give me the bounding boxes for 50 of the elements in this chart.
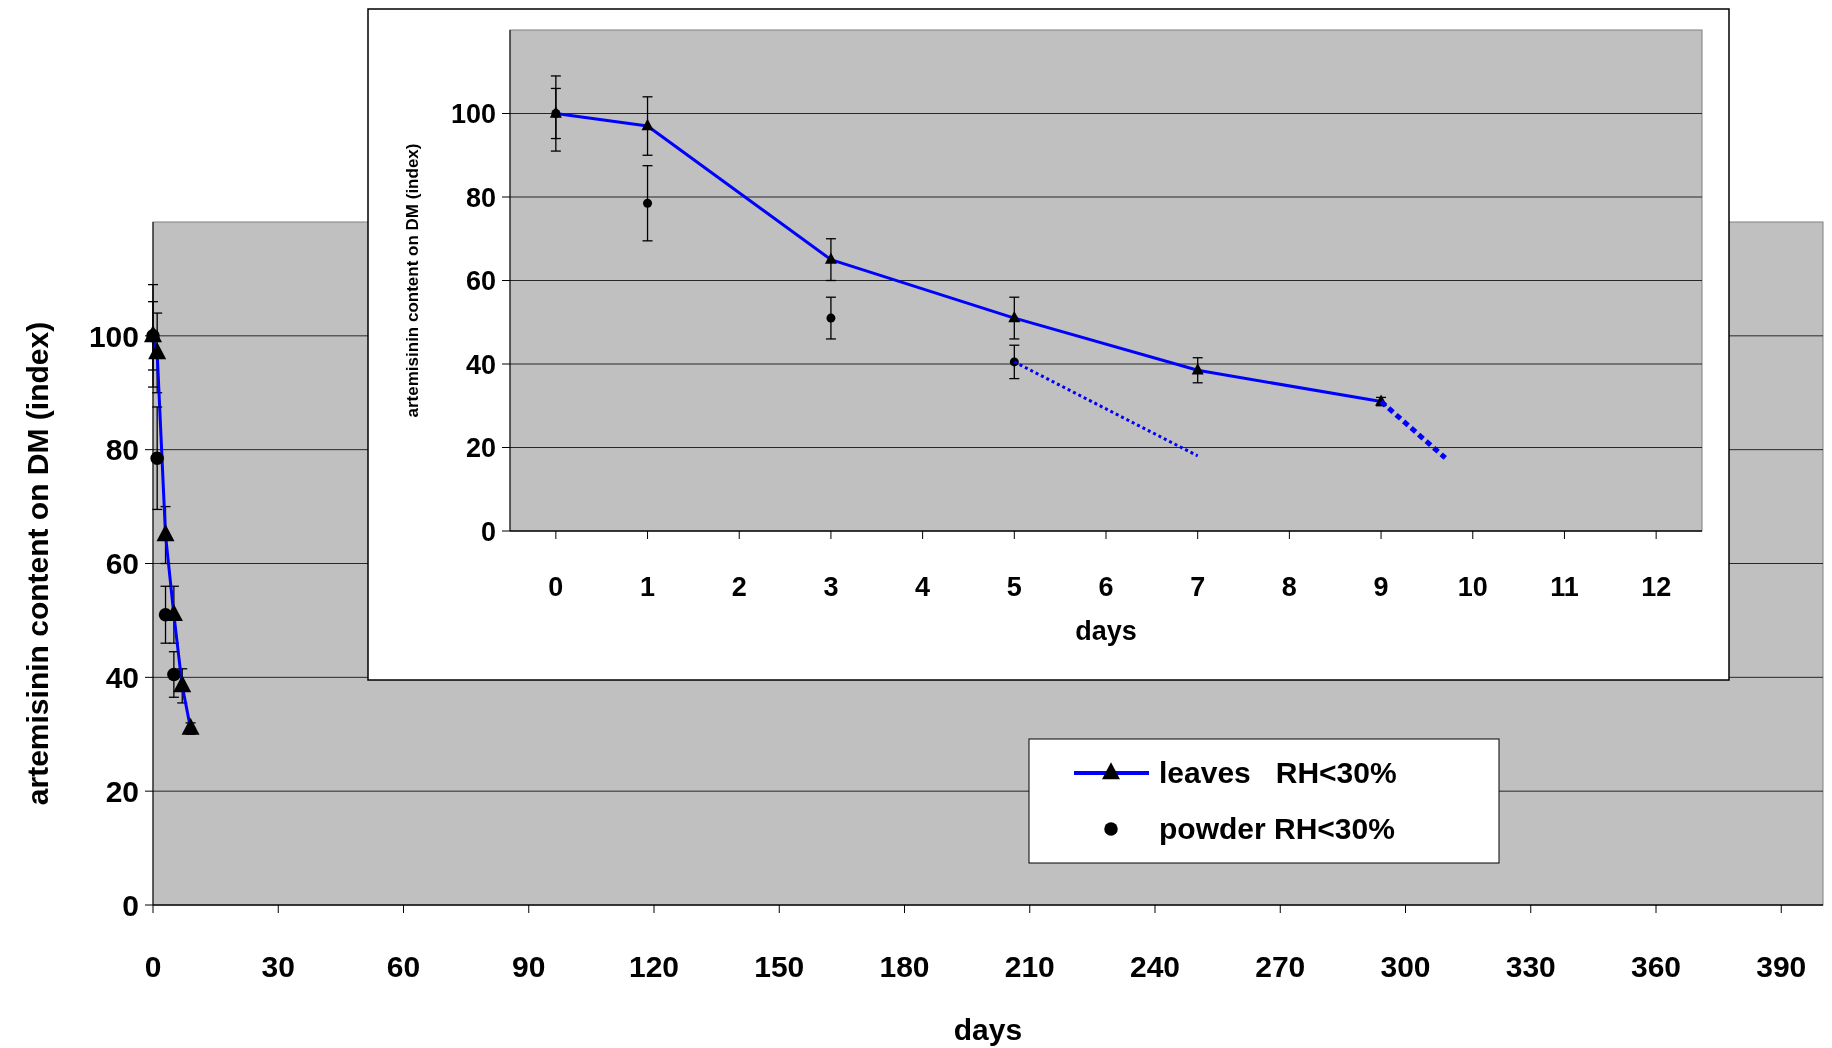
x-tick-label: 10 bbox=[1457, 572, 1488, 602]
y-tick-label: 100 bbox=[88, 319, 139, 353]
x-tick-label: 390 bbox=[1756, 950, 1807, 983]
y-tick-label: 60 bbox=[105, 547, 139, 581]
x-tick-label: 270 bbox=[1255, 950, 1306, 983]
x-tick-label: 360 bbox=[1630, 950, 1682, 983]
point bbox=[643, 198, 653, 208]
x-tick-label: 30 bbox=[261, 950, 295, 983]
y-tick-label: 40 bbox=[465, 349, 496, 380]
point bbox=[158, 607, 173, 622]
x-axis-title: days bbox=[953, 1013, 1023, 1046]
y-tick-label: 20 bbox=[465, 433, 496, 464]
point bbox=[826, 313, 836, 323]
x-tick-label: 0 bbox=[144, 950, 162, 983]
x-tick-label: 4 bbox=[915, 572, 931, 602]
x-tick-label: 150 bbox=[754, 950, 805, 983]
x-tick-label: 9 bbox=[1373, 572, 1389, 602]
x-tick-label: 60 bbox=[386, 950, 421, 983]
x-axis-title: days bbox=[1075, 616, 1137, 646]
x-tick-label: 7 bbox=[1190, 572, 1206, 602]
y-tick-label: 40 bbox=[105, 661, 139, 695]
x-tick-label: 3 bbox=[823, 572, 839, 602]
y-tick-label: 100 bbox=[450, 99, 496, 130]
y-tick-label: 20 bbox=[105, 774, 139, 808]
point bbox=[150, 451, 164, 465]
x-tick-label: 210 bbox=[1004, 950, 1055, 983]
x-tick-label: 300 bbox=[1380, 950, 1431, 983]
legend-label: powder RH<30% bbox=[1159, 812, 1395, 845]
y-tick-label: 80 bbox=[105, 433, 139, 467]
legend-label: leaves RH<30% bbox=[1159, 756, 1397, 789]
point bbox=[167, 667, 181, 682]
y-tick-label: 0 bbox=[122, 888, 139, 922]
x-tick-label: 240 bbox=[1129, 950, 1181, 983]
y-tick-label: 0 bbox=[480, 516, 496, 547]
x-tick-label: 5 bbox=[1006, 572, 1022, 602]
x-tick-label: 180 bbox=[879, 950, 930, 983]
x-tick-label: 12 bbox=[1641, 572, 1672, 602]
x-tick-label: 90 bbox=[512, 950, 546, 983]
y-tick-label: 80 bbox=[465, 182, 496, 213]
x-tick-label: 11 bbox=[1550, 572, 1579, 602]
y-tick-label: 60 bbox=[465, 266, 496, 297]
x-tick-label: 8 bbox=[1281, 572, 1297, 602]
x-tick-label: 330 bbox=[1505, 950, 1556, 983]
x-tick-label: 0 bbox=[548, 572, 564, 602]
x-tick-label: 2 bbox=[731, 572, 747, 602]
x-tick-label: 1 bbox=[640, 572, 656, 602]
x-tick-label: 120 bbox=[628, 950, 680, 983]
y-axis-title: artemisinin content on DM (index) bbox=[21, 321, 54, 806]
x-tick-label: 6 bbox=[1098, 572, 1114, 602]
y-axis-title: artemisinin content on DM (index) bbox=[403, 143, 422, 418]
